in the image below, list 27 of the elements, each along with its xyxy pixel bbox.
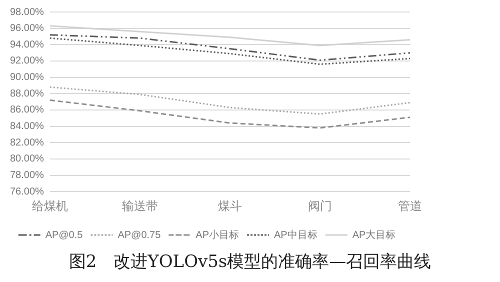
x-tick-label: 煤斗 xyxy=(218,198,242,213)
y-tick-label: 80.00% xyxy=(10,154,44,165)
legend-label: AP小目标 xyxy=(196,228,240,241)
y-tick-label: 98.00% xyxy=(10,6,44,18)
text: 图2 改进YOLOv5s模型的准确率—召回率曲线 xyxy=(68,251,432,273)
legend-label: AP大目标 xyxy=(352,228,396,241)
line-series xyxy=(49,34,411,61)
legend-label: AP中目标 xyxy=(274,228,318,241)
legend-label: AP@0.5 xyxy=(45,230,84,241)
x-tick-label: 阀门 xyxy=(308,198,332,213)
x-tick-label: 给煤机 xyxy=(32,198,68,213)
y-tick-label: 94.00% xyxy=(10,39,44,50)
line-series xyxy=(49,37,411,65)
y-tick-label: 86.00% xyxy=(10,104,44,116)
y-tick-label: 84.00% xyxy=(10,121,44,132)
y-tick-label: 92.00% xyxy=(10,56,44,67)
y-tick-label: 96.00% xyxy=(10,23,44,34)
y-tick-label: 76.00% xyxy=(10,186,44,198)
x-tick-label: 输送带 xyxy=(122,198,158,213)
y-tick-label: 78.00% xyxy=(10,170,44,182)
y-tick-label: 88.00% xyxy=(10,88,44,100)
legend-label: AP@0.75 xyxy=(118,230,162,241)
x-tick-label: 管道 xyxy=(398,198,422,213)
y-tick-label: 90.00% xyxy=(10,72,44,84)
line-series xyxy=(49,99,411,129)
line-series xyxy=(49,86,411,115)
y-tick-label: 82.00% xyxy=(10,137,44,148)
